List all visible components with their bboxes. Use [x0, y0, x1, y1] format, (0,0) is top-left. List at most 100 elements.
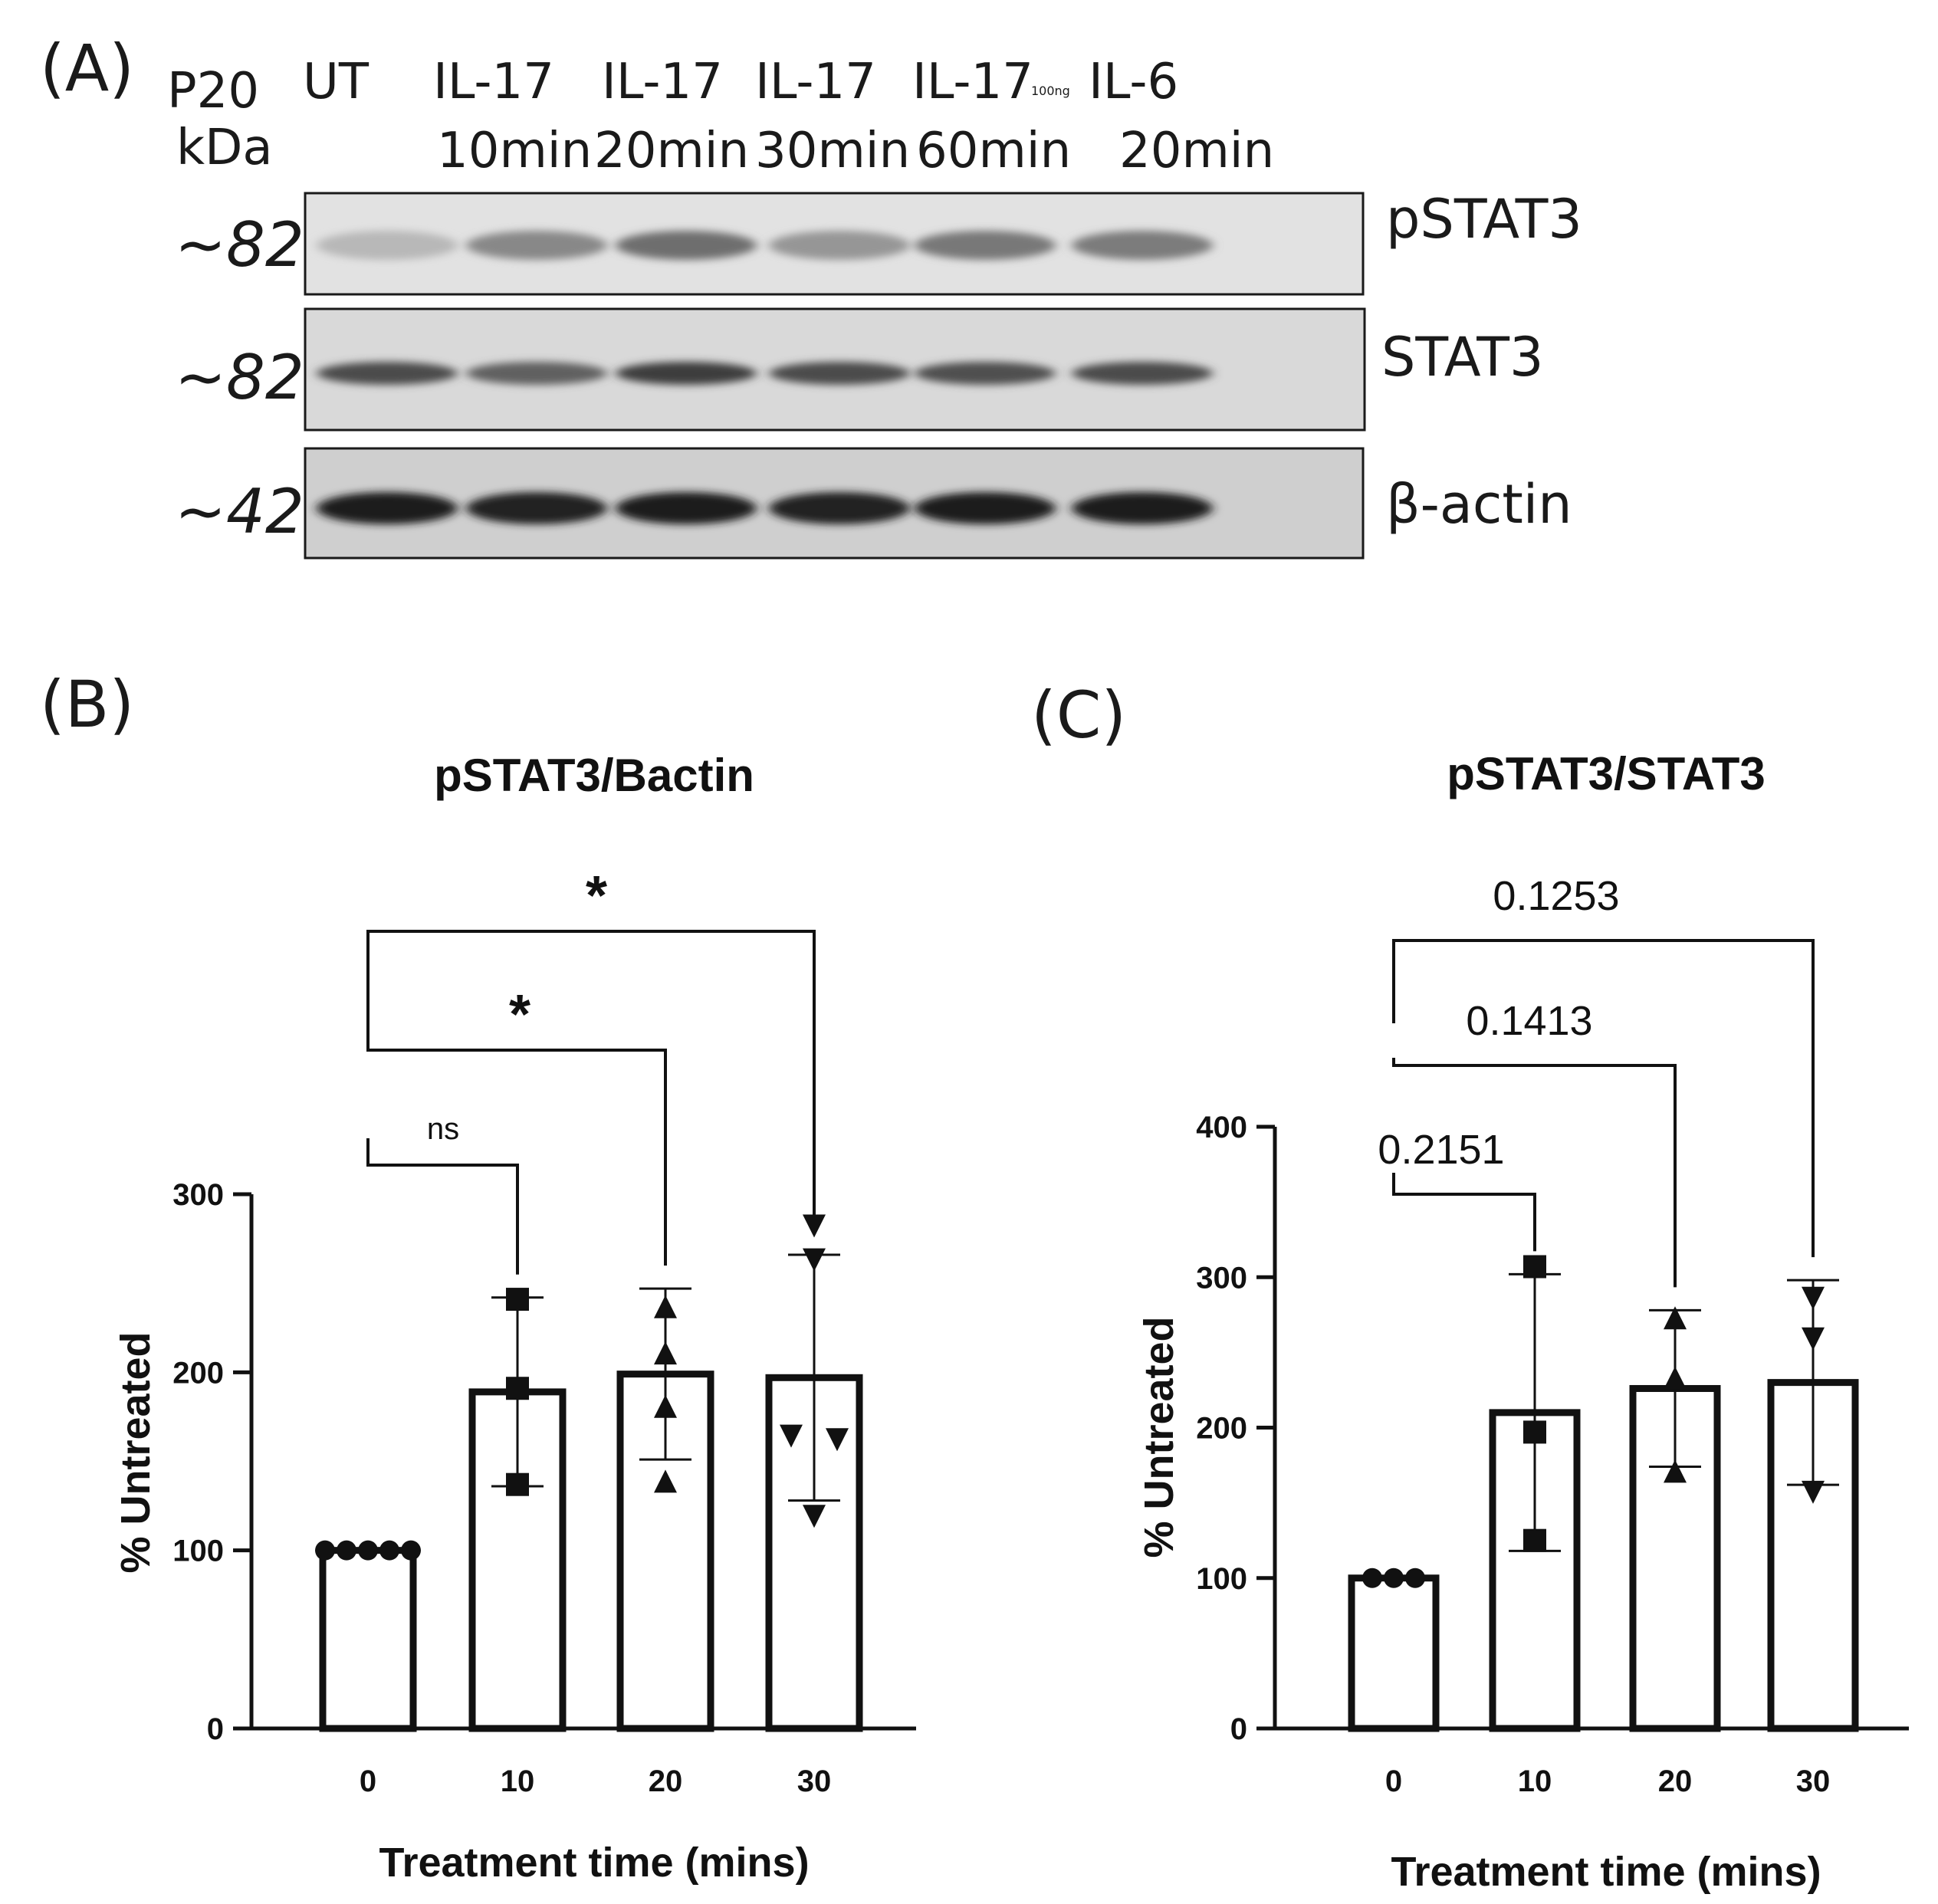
blot-band [769, 492, 910, 524]
y-tick-label: 0 [207, 1712, 224, 1746]
kda-marker-beta-actin: ~42 [175, 476, 304, 547]
lane-4-label: IL-17 [755, 54, 876, 110]
membrane-beta-actin [304, 447, 1365, 560]
significance-bracket: * [366, 984, 667, 1266]
lane-3-label: IL-17 [602, 54, 723, 110]
panel-label-b: (B) [40, 667, 134, 742]
data-point [379, 1540, 399, 1561]
lane-6-time: 20min [1119, 123, 1274, 179]
data-point [1664, 1306, 1687, 1330]
data-point [1664, 1366, 1687, 1390]
panel-b: (B) pSTAT3/Bactin Treatment time (mins) … [40, 667, 916, 1886]
lane-headers: UT IL-17 10min IL-17 20min IL-17 30min I… [303, 54, 1274, 179]
data-point [826, 1428, 849, 1452]
bar [319, 1547, 417, 1732]
chart-b-title: pSTAT3/Bactin [434, 750, 754, 801]
blot-band [1072, 362, 1213, 385]
significance-bracket: 0.1253 [1392, 873, 1815, 1258]
significance-label: * [509, 984, 530, 1046]
data-point [506, 1288, 529, 1311]
blot-band [616, 231, 757, 260]
x-tick-label: 0 [1385, 1764, 1402, 1798]
blot-band [769, 362, 910, 385]
kda-marker-pstat3: ~82 [175, 209, 304, 281]
data-point [506, 1377, 529, 1400]
data-point [315, 1540, 335, 1561]
data-point [401, 1540, 421, 1561]
data-point [1802, 1480, 1825, 1504]
y-tick-label: 100 [1196, 1562, 1247, 1596]
significance-label: * [586, 865, 607, 927]
lane-1-label: UT [303, 54, 370, 110]
y-tick-label: 0 [1230, 1712, 1247, 1746]
blot-band [769, 231, 910, 260]
y-tick-label: 200 [1196, 1412, 1247, 1446]
blot-band [466, 492, 607, 524]
data-point [358, 1540, 378, 1561]
chart-b-ylabel: % Untreated [113, 1331, 159, 1573]
data-point [337, 1540, 356, 1561]
blot-band [616, 362, 757, 385]
data-point [506, 1472, 529, 1496]
bar [1348, 1574, 1440, 1732]
data-point [1523, 1255, 1546, 1279]
y-tick-label: 400 [1196, 1111, 1247, 1144]
blot-band [1072, 492, 1213, 524]
lane-5-dose: 100ng [1031, 84, 1070, 98]
significance-label: 0.2151 [1378, 1127, 1504, 1173]
panel-label-c: (C) [1031, 678, 1126, 753]
membrane-stat3 [304, 307, 1366, 432]
data-point [654, 1394, 677, 1418]
data-point [803, 1505, 826, 1528]
data-point [1362, 1568, 1382, 1588]
panel-label-a: (A) [40, 31, 134, 106]
blot-band [915, 362, 1056, 385]
y-tick-label: 300 [1196, 1261, 1247, 1295]
kda-header: kDa [176, 120, 273, 176]
protein-label-stat3: STAT3 [1381, 326, 1544, 389]
lane-5-time: 60min [916, 123, 1071, 179]
bar [1767, 1379, 1859, 1732]
data-point [1802, 1327, 1825, 1351]
membrane-pstat3 [304, 192, 1365, 296]
protein-label-beta-actin: β-actin [1386, 473, 1572, 536]
lane-2-time: 10min [437, 123, 592, 179]
x-tick-label: 10 [501, 1764, 535, 1798]
x-tick-label: 30 [1796, 1764, 1831, 1798]
blot-band [317, 362, 458, 385]
data-point [780, 1424, 803, 1448]
significance-bracket: ns [366, 1112, 519, 1275]
data-point [1523, 1420, 1546, 1444]
chart-c-ylabel: % Untreated [1136, 1316, 1182, 1558]
blot-band [915, 492, 1056, 524]
lane-5-label: IL-17 [912, 54, 1033, 110]
x-tick-label: 20 [649, 1764, 683, 1798]
kda-marker-stat3: ~82 [175, 342, 304, 413]
data-point [1384, 1568, 1404, 1588]
lane-2-label: IL-17 [433, 54, 554, 110]
x-tick-label: 10 [1518, 1764, 1552, 1798]
panel-a: (A) P20 kDa UT IL-17 10min IL-17 20min I… [40, 31, 1582, 560]
blot-band [317, 492, 458, 524]
lane-4-time: 30min [755, 123, 910, 179]
data-point [654, 1295, 677, 1318]
chart-pstat3-stat3: pSTAT3/STAT3 Treatment time (mins) % Unt… [1136, 748, 1909, 1895]
data-point [1523, 1528, 1546, 1552]
chart-pstat3-bactin: pSTAT3/Bactin Treatment time (mins) % Un… [113, 750, 916, 1886]
passage-label: P20 [167, 63, 259, 120]
y-tick-label: 100 [172, 1535, 224, 1568]
x-tick-label: 30 [797, 1764, 832, 1798]
significance-bracket: 0.2151 [1378, 1127, 1536, 1252]
blot-band [466, 231, 607, 260]
significance-bracket: 0.1413 [1392, 998, 1677, 1288]
chart-c-title: pSTAT3/STAT3 [1447, 748, 1766, 799]
significance-label: 0.1253 [1493, 873, 1619, 919]
panel-c: (C) pSTAT3/STAT3 Treatment time (mins) %… [1031, 678, 1909, 1895]
data-point [1664, 1459, 1687, 1483]
blot-band [317, 231, 458, 260]
significance-bracket: * [366, 865, 816, 1232]
data-point [803, 1248, 826, 1272]
x-tick-label: 0 [360, 1764, 376, 1798]
data-point [654, 1341, 677, 1365]
